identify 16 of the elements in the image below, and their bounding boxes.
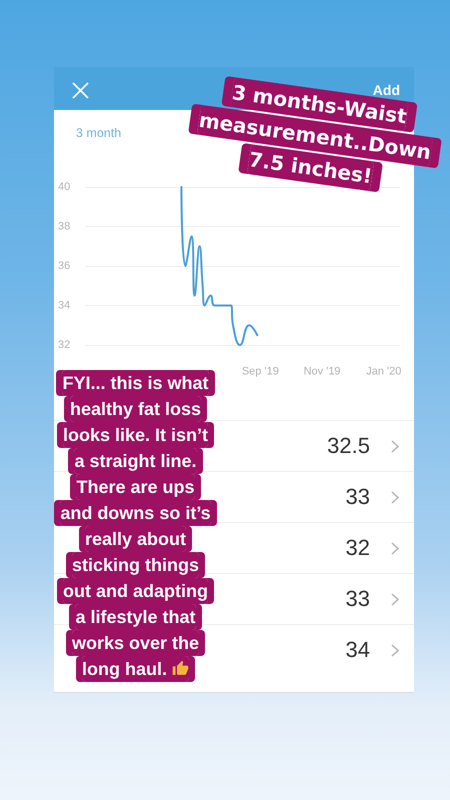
y-tick-label: 32 bbox=[58, 339, 70, 351]
text: 32 bbox=[346, 535, 370, 561]
text: 32.5 bbox=[327, 433, 370, 459]
text: 34 bbox=[346, 637, 370, 663]
y-tick-label: 36 bbox=[58, 260, 70, 272]
y-tick-label: 38 bbox=[58, 220, 70, 232]
x-tick-label: Nov '19 bbox=[304, 366, 341, 378]
x-tick-label: Sep '19 bbox=[242, 366, 279, 378]
text: 33 bbox=[346, 484, 370, 510]
line-series bbox=[180, 186, 258, 346]
x-tick-label: Jan '20 bbox=[366, 366, 402, 378]
text: 3 month bbox=[76, 126, 122, 140]
text: FYI... this is what healthy fat loss looks like. It isn’t a straight line. There are ups and downs so it’s really about sticking things out and adapting a lifestyle that works over the long haul. bbox=[60, 373, 211, 679]
y-tick-label: 34 bbox=[58, 300, 70, 312]
text: 33 bbox=[346, 586, 370, 612]
y-tick-label: 40 bbox=[58, 181, 70, 193]
